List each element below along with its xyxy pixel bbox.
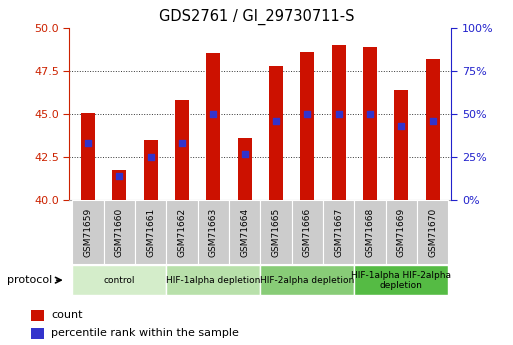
Bar: [238, 138, 252, 200]
FancyBboxPatch shape: [386, 200, 417, 264]
Text: control: control: [104, 276, 135, 285]
FancyBboxPatch shape: [354, 265, 448, 295]
Text: GSM71662: GSM71662: [177, 207, 187, 257]
Text: count: count: [51, 310, 83, 320]
Text: GSM71660: GSM71660: [115, 207, 124, 257]
Point: [241, 151, 249, 156]
Point: [334, 111, 343, 117]
Bar: [394, 90, 408, 200]
Bar: [269, 66, 283, 200]
Point: [303, 111, 311, 117]
Point: [178, 140, 186, 146]
Bar: [300, 52, 314, 200]
Text: GSM71665: GSM71665: [271, 207, 281, 257]
Point: [428, 118, 437, 124]
Point: [84, 140, 92, 146]
Bar: [31, 310, 44, 321]
FancyBboxPatch shape: [229, 200, 261, 264]
Point: [209, 111, 218, 117]
FancyBboxPatch shape: [166, 200, 198, 264]
Text: HIF-2alpha depletion: HIF-2alpha depletion: [260, 276, 354, 285]
FancyBboxPatch shape: [72, 200, 104, 264]
Text: GSM71667: GSM71667: [334, 207, 343, 257]
Text: GSM71669: GSM71669: [397, 207, 406, 257]
Text: percentile rank within the sample: percentile rank within the sample: [51, 328, 239, 338]
FancyBboxPatch shape: [292, 200, 323, 264]
Text: GSM71663: GSM71663: [209, 207, 218, 257]
Bar: [175, 100, 189, 200]
Text: protocol: protocol: [7, 275, 52, 285]
Text: GSM71666: GSM71666: [303, 207, 312, 257]
Bar: [31, 328, 44, 339]
Text: GSM71659: GSM71659: [84, 207, 92, 257]
FancyBboxPatch shape: [198, 200, 229, 264]
Text: HIF-1alpha HIF-2alpha
depletion: HIF-1alpha HIF-2alpha depletion: [351, 270, 451, 290]
Point: [147, 154, 155, 160]
Bar: [112, 170, 126, 200]
Bar: [426, 59, 440, 200]
Text: GSM71668: GSM71668: [365, 207, 374, 257]
FancyBboxPatch shape: [104, 200, 135, 264]
FancyBboxPatch shape: [135, 200, 166, 264]
Text: GSM71670: GSM71670: [428, 207, 437, 257]
Text: GDS2761 / GI_29730711-S: GDS2761 / GI_29730711-S: [159, 9, 354, 25]
FancyBboxPatch shape: [417, 200, 448, 264]
Bar: [363, 47, 377, 200]
Point: [115, 173, 124, 179]
Point: [397, 123, 405, 129]
Point: [366, 111, 374, 117]
FancyBboxPatch shape: [323, 200, 354, 264]
Bar: [206, 53, 221, 200]
Bar: [331, 45, 346, 200]
FancyBboxPatch shape: [354, 200, 386, 264]
Bar: [81, 113, 95, 200]
Text: GSM71661: GSM71661: [146, 207, 155, 257]
Bar: [144, 140, 158, 200]
FancyBboxPatch shape: [166, 265, 261, 295]
Text: HIF-1alpha depletion: HIF-1alpha depletion: [166, 276, 261, 285]
FancyBboxPatch shape: [261, 265, 354, 295]
Point: [272, 118, 280, 124]
FancyBboxPatch shape: [261, 200, 292, 264]
Text: GSM71664: GSM71664: [240, 207, 249, 257]
FancyBboxPatch shape: [72, 265, 166, 295]
